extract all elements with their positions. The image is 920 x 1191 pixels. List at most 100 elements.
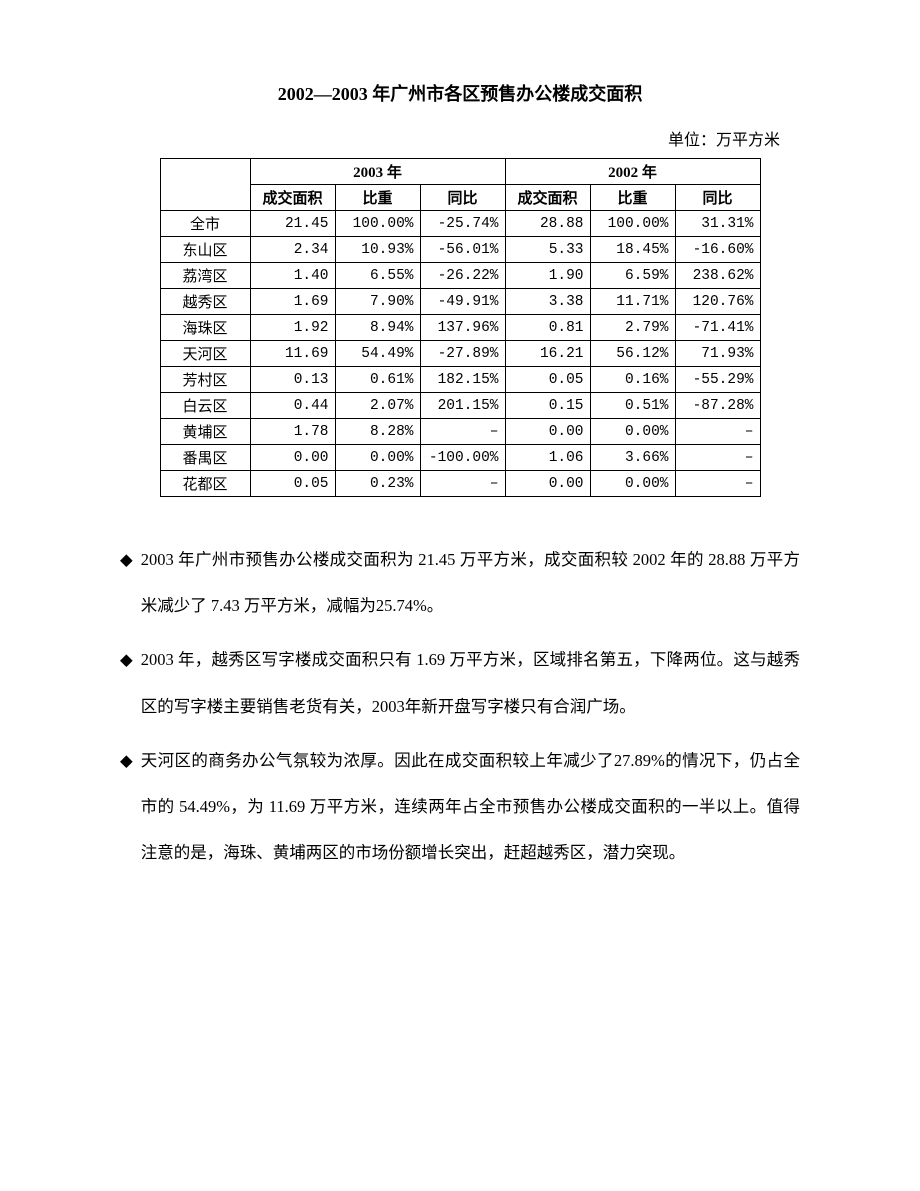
data-cell: 11.69 — [250, 341, 335, 367]
data-cell: -16.60% — [675, 237, 760, 263]
data-cell: 0.23% — [335, 471, 420, 497]
data-cell: 1.92 — [250, 315, 335, 341]
data-cell: 0.15 — [505, 393, 590, 419]
data-cell: 7.90% — [335, 289, 420, 315]
data-cell: -87.28% — [675, 393, 760, 419]
data-cell: 137.96% — [420, 315, 505, 341]
data-cell: – — [675, 445, 760, 471]
data-cell: 120.76% — [675, 289, 760, 315]
data-cell: 1.06 — [505, 445, 590, 471]
table-row: 天河区11.6954.49%-27.89%16.2156.12%71.93% — [160, 341, 760, 367]
row-label: 花都区 — [160, 471, 250, 497]
data-table: 2003 年 2002 年 成交面积 比重 同比 成交面积 比重 同比 全市21… — [160, 158, 761, 497]
data-cell: 31.31% — [675, 211, 760, 237]
row-label: 全市 — [160, 211, 250, 237]
bullet-list: ◆2003 年广州市预售办公楼成交面积为 21.45 万平方米，成交面积较 20… — [100, 537, 820, 876]
table-row: 番禺区0.000.00%-100.00%1.063.66%– — [160, 445, 760, 471]
bullet-text: 2003 年广州市预售办公楼成交面积为 21.45 万平方米，成交面积较 200… — [141, 537, 800, 629]
table-header-row-sub: 成交面积 比重 同比 成交面积 比重 同比 — [160, 185, 760, 211]
data-cell: 0.44 — [250, 393, 335, 419]
table-row: 东山区2.3410.93%-56.01%5.3318.45%-16.60% — [160, 237, 760, 263]
data-cell: – — [420, 419, 505, 445]
data-cell: 0.00 — [250, 445, 335, 471]
data-cell: 18.45% — [590, 237, 675, 263]
sub-header: 成交面积 — [250, 185, 335, 211]
sub-header: 比重 — [335, 185, 420, 211]
bullet-text: 天河区的商务办公气氛较为浓厚。因此在成交面积较上年减少了27.89%的情况下，仍… — [141, 738, 800, 877]
data-cell: -49.91% — [420, 289, 505, 315]
data-cell: 28.88 — [505, 211, 590, 237]
data-cell: 1.90 — [505, 263, 590, 289]
data-cell: 8.28% — [335, 419, 420, 445]
diamond-icon: ◆ — [120, 537, 133, 583]
data-cell: – — [675, 471, 760, 497]
year-header-2002: 2002 年 — [505, 159, 760, 185]
data-cell: 100.00% — [590, 211, 675, 237]
data-cell: – — [420, 471, 505, 497]
data-cell: 238.62% — [675, 263, 760, 289]
bullet-text: 2003 年，越秀区写字楼成交面积只有 1.69 万平方米，区域排名第五，下降两… — [141, 637, 800, 729]
sub-header: 成交面积 — [505, 185, 590, 211]
row-label: 白云区 — [160, 393, 250, 419]
data-cell: 16.21 — [505, 341, 590, 367]
data-cell: -25.74% — [420, 211, 505, 237]
data-cell: -56.01% — [420, 237, 505, 263]
data-cell: 182.15% — [420, 367, 505, 393]
row-label: 天河区 — [160, 341, 250, 367]
data-cell: 0.61% — [335, 367, 420, 393]
row-label: 番禺区 — [160, 445, 250, 471]
diamond-icon: ◆ — [120, 738, 133, 784]
data-cell: 10.93% — [335, 237, 420, 263]
data-cell: 0.00% — [590, 419, 675, 445]
data-cell: 11.71% — [590, 289, 675, 315]
table-row: 越秀区1.697.90%-49.91%3.3811.71%120.76% — [160, 289, 760, 315]
row-label: 芳村区 — [160, 367, 250, 393]
data-cell: 3.38 — [505, 289, 590, 315]
data-cell: 21.45 — [250, 211, 335, 237]
table-row: 黄埔区1.788.28%–0.000.00%– — [160, 419, 760, 445]
data-cell: 0.00 — [505, 471, 590, 497]
data-cell: 0.00% — [590, 471, 675, 497]
bullet-item: ◆天河区的商务办公气氛较为浓厚。因此在成交面积较上年减少了27.89%的情况下，… — [120, 738, 800, 877]
data-cell: -100.00% — [420, 445, 505, 471]
data-cell: -71.41% — [675, 315, 760, 341]
diamond-icon: ◆ — [120, 637, 133, 683]
data-cell: 0.05 — [250, 471, 335, 497]
data-cell: 2.07% — [335, 393, 420, 419]
data-cell: 0.81 — [505, 315, 590, 341]
data-cell: 0.51% — [590, 393, 675, 419]
data-cell: 1.69 — [250, 289, 335, 315]
data-cell: 2.34 — [250, 237, 335, 263]
corner-cell — [160, 159, 250, 211]
table-row: 全市21.45100.00%-25.74%28.88100.00%31.31% — [160, 211, 760, 237]
sub-header: 比重 — [590, 185, 675, 211]
table-header-row-years: 2003 年 2002 年 — [160, 159, 760, 185]
data-cell: 54.49% — [335, 341, 420, 367]
data-cell: – — [675, 419, 760, 445]
row-label: 黄埔区 — [160, 419, 250, 445]
sub-header: 同比 — [675, 185, 760, 211]
sub-header: 同比 — [420, 185, 505, 211]
year-header-2003: 2003 年 — [250, 159, 505, 185]
table-body: 全市21.45100.00%-25.74%28.88100.00%31.31%东… — [160, 211, 760, 497]
data-cell: 6.59% — [590, 263, 675, 289]
bullet-item: ◆2003 年广州市预售办公楼成交面积为 21.45 万平方米，成交面积较 20… — [120, 537, 800, 629]
data-cell: 56.12% — [590, 341, 675, 367]
table-row: 芳村区0.130.61%182.15%0.050.16%-55.29% — [160, 367, 760, 393]
data-cell: 6.55% — [335, 263, 420, 289]
data-cell: 71.93% — [675, 341, 760, 367]
data-cell: -27.89% — [420, 341, 505, 367]
row-label: 东山区 — [160, 237, 250, 263]
data-cell: -26.22% — [420, 263, 505, 289]
data-cell: 0.13 — [250, 367, 335, 393]
data-cell: 0.00% — [335, 445, 420, 471]
row-label: 荔湾区 — [160, 263, 250, 289]
table-row: 花都区0.050.23%–0.000.00%– — [160, 471, 760, 497]
table-row: 荔湾区1.406.55%-26.22%1.906.59%238.62% — [160, 263, 760, 289]
data-cell: 2.79% — [590, 315, 675, 341]
document-title: 2002—2003 年广州市各区预售办公楼成交面积 — [100, 80, 820, 106]
data-cell: 1.78 — [250, 419, 335, 445]
data-cell: 0.05 — [505, 367, 590, 393]
row-label: 海珠区 — [160, 315, 250, 341]
data-cell: -55.29% — [675, 367, 760, 393]
